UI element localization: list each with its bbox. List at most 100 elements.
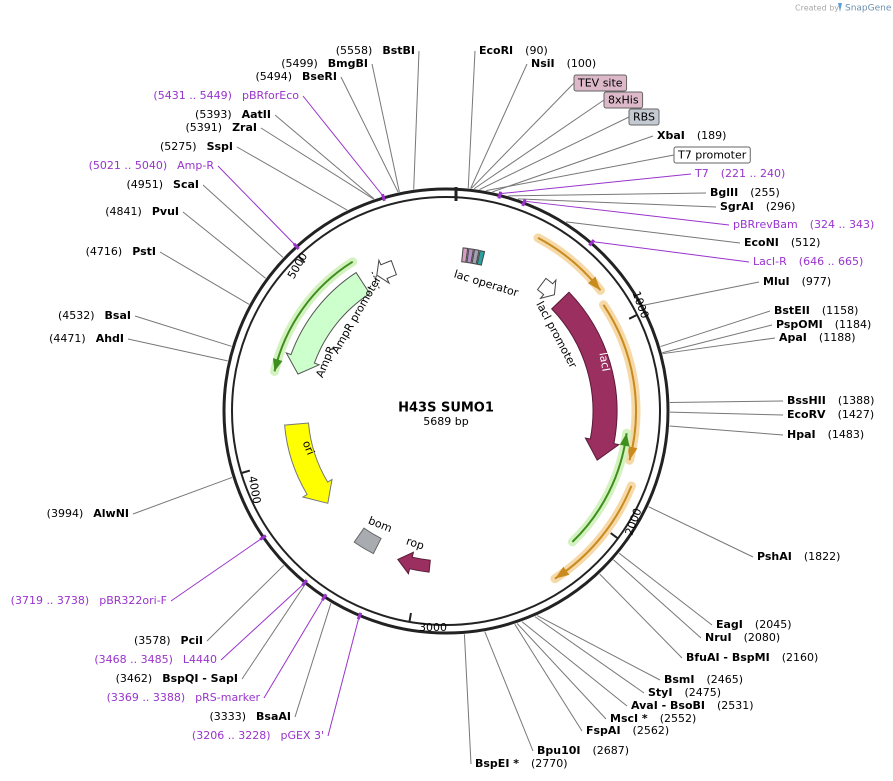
label-position: (3333) xyxy=(209,710,246,723)
label-name: MluI xyxy=(763,275,790,288)
leader-line xyxy=(473,99,605,190)
orf-line xyxy=(273,260,354,372)
leader-line xyxy=(127,338,228,362)
label-name: pBRrevBam xyxy=(733,218,798,231)
label-name: EcoRV xyxy=(787,408,826,421)
primer-mark xyxy=(292,242,300,250)
leader-line xyxy=(669,400,784,404)
ring-inner xyxy=(231,196,661,626)
label-position: (1427) xyxy=(838,408,875,421)
orf-highlight xyxy=(550,481,636,584)
label-name: FspAI xyxy=(586,724,621,737)
leader-line xyxy=(536,615,661,681)
label-name: ZraI xyxy=(232,121,257,134)
label-position: (4471) xyxy=(49,332,86,345)
leader-line xyxy=(220,583,304,661)
ring-tick xyxy=(297,255,306,264)
leader-line xyxy=(327,617,360,737)
orf-line xyxy=(554,485,633,580)
tag-label: T7 promoter xyxy=(677,149,747,162)
label-name: BsaAI xyxy=(256,710,291,723)
label-name: NsiI xyxy=(531,57,555,70)
label-name: pGEX 3' xyxy=(280,729,324,742)
orf-arrow xyxy=(554,566,570,579)
feature-label: lac operator xyxy=(452,268,520,300)
label-name: PstI xyxy=(132,245,156,258)
label-name: pRS-marker xyxy=(195,691,260,704)
primer-mark xyxy=(521,198,527,207)
leader-line xyxy=(524,200,730,226)
label-name: PshAI xyxy=(757,550,792,563)
label-position: (221 .. 240) xyxy=(721,167,786,180)
primer-mark xyxy=(259,534,267,541)
label-position: (1822) xyxy=(804,550,841,563)
label-name: BglII xyxy=(710,186,738,199)
feature-rop xyxy=(397,551,431,575)
credit: Created by xyxy=(795,4,839,13)
label-position: (1158) xyxy=(822,304,859,317)
ring-tick xyxy=(610,532,619,540)
leader-line xyxy=(500,173,692,195)
label-name: pBR322ori-F xyxy=(99,594,167,607)
label-name: AatII xyxy=(242,108,271,121)
label-position: (1483) xyxy=(828,428,865,441)
orf-arrow xyxy=(587,276,601,291)
primer-mark xyxy=(356,612,363,620)
label-name: AhdI xyxy=(96,332,124,345)
label-name: StyI xyxy=(648,686,672,699)
leader-line xyxy=(260,127,374,200)
leader-line xyxy=(599,573,683,659)
label-name: BspEI * xyxy=(475,757,519,770)
tag-label: RBS xyxy=(633,111,655,124)
label-position: (100) xyxy=(567,57,597,70)
label-name: PspOMI xyxy=(776,318,823,331)
leader-line xyxy=(159,251,250,305)
label-position: (5391) xyxy=(186,121,223,134)
ring-tick xyxy=(240,469,251,475)
label-position: (3994) xyxy=(47,507,84,520)
orf-arrow xyxy=(272,358,283,372)
label-position: (4716) xyxy=(86,245,123,258)
leader-line xyxy=(302,95,384,197)
feature-label: lacI xyxy=(596,351,612,372)
label-position: (1188) xyxy=(819,331,856,344)
leader-line xyxy=(662,324,773,354)
leader-line xyxy=(134,315,232,347)
leader-line xyxy=(514,623,583,732)
leader-line xyxy=(592,241,750,263)
leader-line xyxy=(485,154,675,192)
label-name: EagI xyxy=(716,618,743,631)
leader-line xyxy=(484,631,534,752)
tag: TEV site xyxy=(573,74,628,92)
label-position: (1388) xyxy=(838,394,875,407)
label-position: (4841) xyxy=(105,205,142,218)
feature-lac-operator xyxy=(471,248,480,265)
leader-line xyxy=(217,165,296,246)
label-position: (324 .. 343) xyxy=(810,218,875,231)
feature-dots xyxy=(371,271,381,291)
label-name: AvaI - BsoBI xyxy=(631,699,705,712)
label-position: (977) xyxy=(802,275,832,288)
label-position: (2531) xyxy=(717,699,754,712)
label-position: (5499) xyxy=(281,57,318,70)
leader-line xyxy=(648,506,754,558)
label-name: L4440 xyxy=(183,653,217,666)
label-position: (2552) xyxy=(660,712,697,725)
label-name: BfuAI - BspMI xyxy=(686,651,770,664)
leader-line xyxy=(236,146,348,211)
label-position: (3206 .. 3228) xyxy=(192,729,271,742)
label-position: (3578) xyxy=(134,634,171,647)
label-position: (3719 .. 3738) xyxy=(11,594,90,607)
feature-lac-operator xyxy=(476,250,486,266)
leader-line xyxy=(463,634,472,765)
label-position: (4951) xyxy=(126,178,163,191)
primer-mark xyxy=(588,239,596,247)
label-name: SspI xyxy=(207,140,233,153)
primer-mark xyxy=(301,579,308,587)
leader-line xyxy=(516,623,607,720)
orf-line xyxy=(571,433,628,543)
label-position: (2770) xyxy=(531,757,568,770)
leader-line xyxy=(170,537,263,602)
label-name: BsaI xyxy=(105,309,131,322)
feature-ori xyxy=(284,422,333,504)
